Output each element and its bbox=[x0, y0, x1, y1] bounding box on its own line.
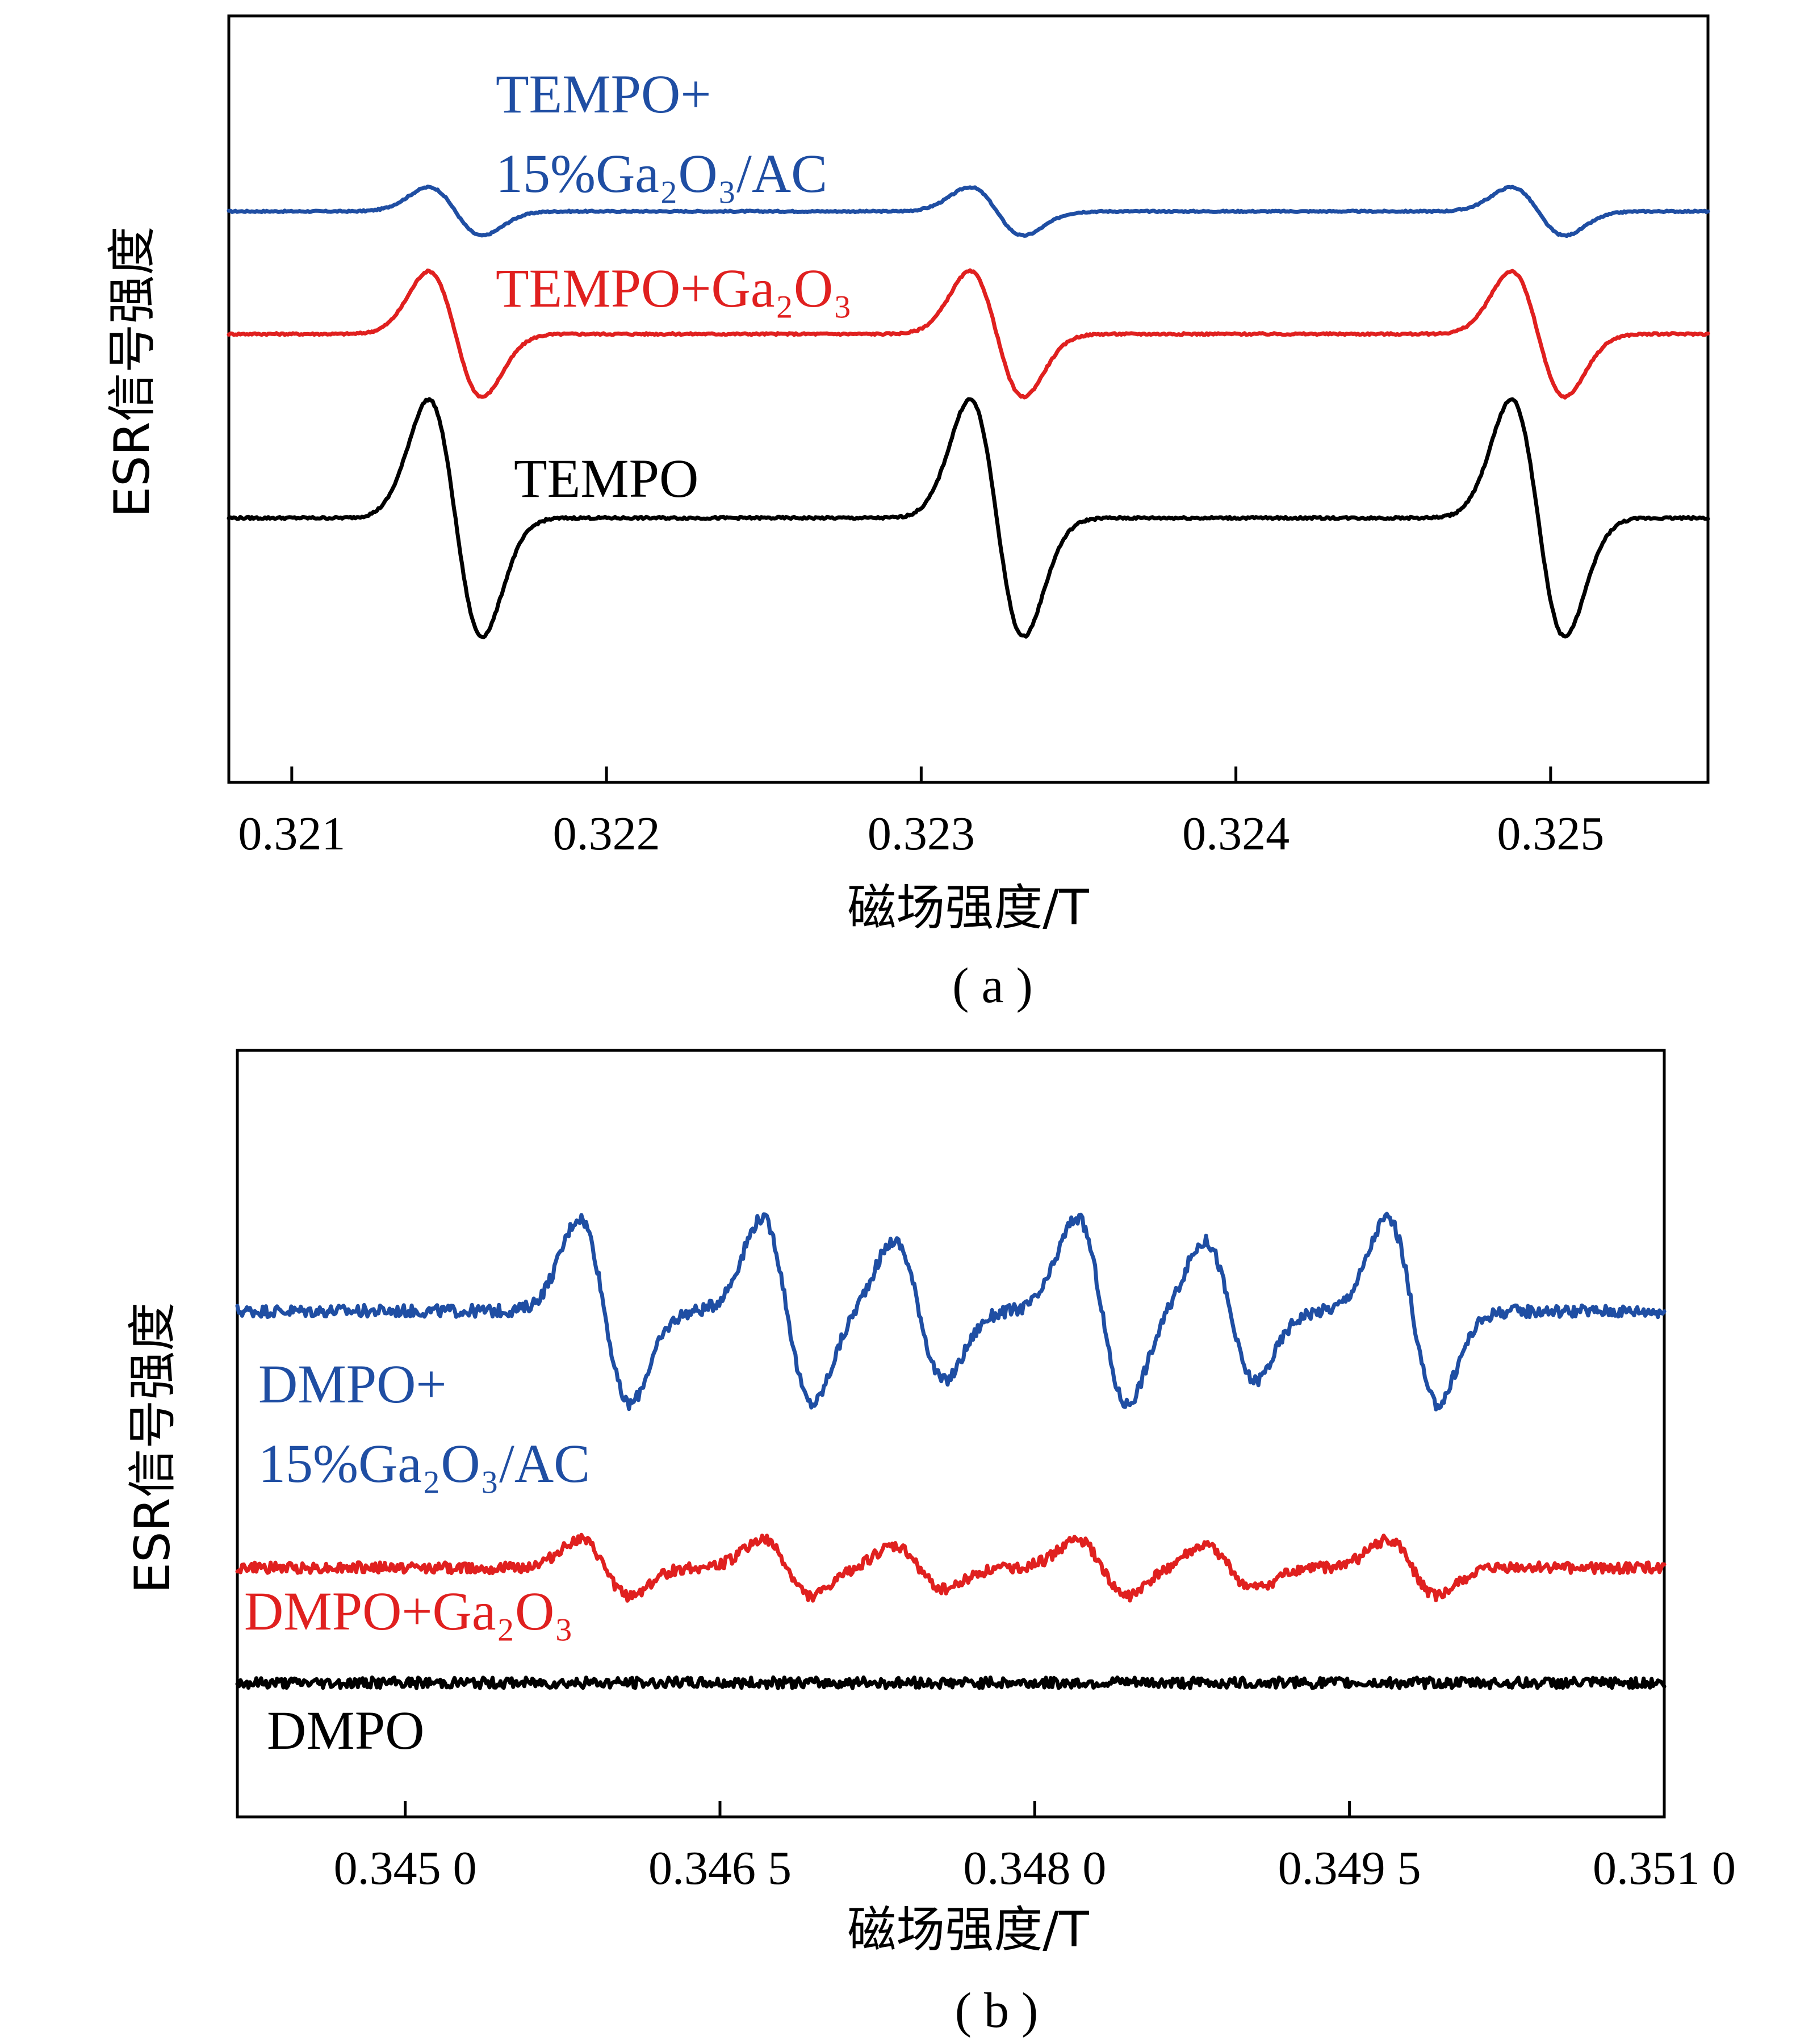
panel-a-y-axis-title: ESR信号强度 bbox=[104, 227, 161, 518]
panel-a-series-tempo-ga2o3 bbox=[227, 268, 1710, 400]
panel-a-x-tick-label: 0.321 bbox=[238, 807, 345, 860]
panel-a-series-tempo-15-ga2o3-ac bbox=[227, 185, 1710, 238]
panel-b-label: ( b ) bbox=[955, 1983, 1039, 2038]
panel-b: 0.345 0 0.346 5 0.348 0 0.349 5 0.351 0 DMPO… bbox=[124, 1049, 1736, 2038]
panel-a-legend-tempo-ga2o3: TEMPO+Ga₂O₃ bbox=[496, 258, 852, 319]
panel-a-x-tick-label: 0.324 bbox=[1182, 807, 1290, 860]
panel-a-x-tick-label: 0.323 bbox=[868, 807, 975, 860]
panel-b-x-tick-label: 0.351 0 bbox=[1593, 1842, 1736, 1895]
panel-a-legend-tempo: TEMPO bbox=[514, 448, 698, 509]
panel-b-x-tick-label: 0.345 0 bbox=[334, 1842, 477, 1895]
panel-b-x-tick-label: 0.348 0 bbox=[963, 1842, 1106, 1895]
panel-b-x-axis-title: 磁场强度/T bbox=[847, 1901, 1089, 1958]
panel-b-x-tick-labels: 0.345 0 0.346 5 0.348 0 0.349 5 0.351 0 bbox=[334, 1842, 1736, 1895]
panel-a-legend-tempo-ac-line1: TEMPO+ bbox=[496, 64, 711, 124]
panel-b-legend-dmpo-ac-line1: DMPO+ bbox=[258, 1354, 447, 1414]
panel-b-x-ticks bbox=[404, 1801, 1666, 1817]
panel-b-x-tick-label: 0.346 5 bbox=[648, 1842, 792, 1895]
panel-a-x-axis-title: 磁场强度/T bbox=[847, 879, 1089, 936]
panel-b-plot-frame bbox=[236, 1049, 1666, 1819]
panel-b-series-dmpo-ga2o3 bbox=[235, 1532, 1667, 1603]
panel-a-x-tick-label: 0.325 bbox=[1497, 807, 1604, 860]
panel-b-legend-dmpo-ga2o3: DMPO+Ga₂O₃ bbox=[244, 1581, 573, 1641]
panel-a-label: ( a ) bbox=[952, 958, 1033, 1013]
panel-b-legend-dmpo-ac-line2: 15%Ga₂O₃/AC bbox=[258, 1433, 590, 1494]
panel-b-series bbox=[235, 1212, 1667, 1690]
panel-a-x-ticks bbox=[290, 767, 1552, 782]
panel-b-legend-dmpo: DMPO bbox=[267, 1700, 424, 1761]
panel-b-x-tick-label: 0.349 5 bbox=[1278, 1842, 1421, 1895]
panel-b-series-dmpo bbox=[235, 1675, 1667, 1690]
panel-b-series-dmpo-15-ga2o3-ac bbox=[235, 1212, 1667, 1411]
panel-a: 0.321 0.322 0.323 0.324 0.325 TEMPO+ 15%Ga₂O… bbox=[104, 14, 1710, 1013]
panel-b-y-axis-title: ESR信号强度 bbox=[124, 1302, 181, 1594]
panel-a-series bbox=[227, 185, 1710, 639]
panel-a-x-tick-labels: 0.321 0.322 0.323 0.324 0.325 bbox=[238, 807, 1604, 860]
panel-a-legend-tempo-ac-line2: 15%Ga₂O₃/AC bbox=[496, 143, 827, 204]
panel-a-series-tempo bbox=[227, 397, 1710, 639]
panel-a-x-tick-label: 0.322 bbox=[553, 807, 660, 860]
panel-a-plot-frame bbox=[227, 14, 1710, 784]
